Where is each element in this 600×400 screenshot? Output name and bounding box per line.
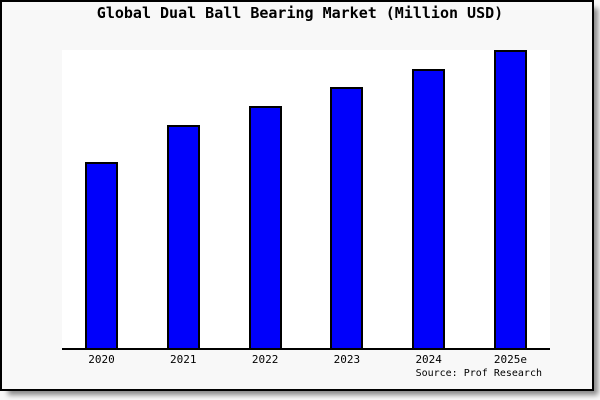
bar-2022: [248, 106, 282, 348]
x-tick-label: 2025e: [493, 353, 528, 366]
x-tick-2021: 2021: [167, 353, 200, 366]
x-axis-labels: 2020 2021 2022 2023 2024 2025e: [62, 353, 550, 366]
x-tick-2023: 2023: [330, 353, 363, 366]
x-tick-label: 2023: [333, 353, 361, 366]
bar-2024: [412, 69, 446, 348]
x-tick-2020: 2020: [85, 353, 118, 366]
x-tick-label: 2020: [88, 353, 115, 366]
bar-2025e: [493, 50, 527, 348]
chart-title: Global Dual Ball Bearing Market (Million…: [96, 4, 504, 22]
x-tick-2024: 2024: [412, 353, 445, 366]
x-tick-label: 2022: [251, 353, 279, 366]
x-tick-label: 2024: [415, 353, 442, 366]
x-tick-2022: 2022: [249, 353, 282, 366]
bar-2021: [166, 125, 200, 348]
x-tick-label: 2021: [170, 353, 197, 366]
source-credit: Source: Prof Research: [415, 368, 542, 379]
bars-row: [62, 50, 550, 348]
x-tick-2025e: 2025e: [494, 353, 527, 366]
bar-2020: [85, 162, 118, 348]
plot-area: [62, 50, 550, 350]
image-border-frame: [0, 0, 594, 391]
bar-2023: [330, 87, 364, 348]
